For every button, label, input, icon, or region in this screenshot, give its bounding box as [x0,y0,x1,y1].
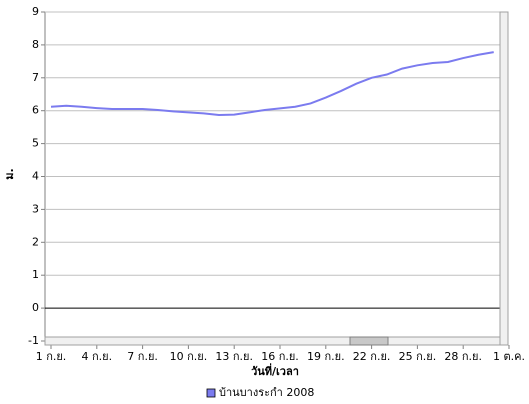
x-tick-label: 13 ก.ย. [215,350,253,363]
legend-swatch [206,388,216,398]
legend-label: บ้านบางระกำ 2008 [219,386,314,399]
y-tick-label: 3 [32,202,39,215]
y-tick-label: 0 [32,301,39,314]
y-tick-label: -1 [28,334,39,347]
y-tick-label: 8 [32,38,39,51]
y-tick-label: 7 [32,71,39,84]
x-tick-label: 16 ก.ย. [261,350,299,363]
v-scrollbar[interactable] [499,11,509,346]
y-tick-label: 4 [32,170,39,183]
series-line [50,51,494,116]
x-tick-label: 22 ก.ย. [353,350,391,363]
x-tick-label: 1 ก.ย. [36,350,67,363]
y-tick-label: 5 [32,137,39,150]
x-tick-label: 4 ก.ย. [82,350,113,363]
y-tick-label: 1 [32,268,39,281]
x-axis-title: วันที่/เวลา [251,363,299,378]
x-tick-label: 1 ต.ค. [493,350,525,363]
x-tick-label: 7 ก.ย. [127,350,158,363]
h-scroll-thumb[interactable] [349,336,389,346]
x-tick-label: 19 ก.ย. [307,350,345,363]
y-tick-label: 2 [32,235,39,248]
y-axis-title: ม. [3,168,16,179]
h-scrollbar[interactable] [44,336,501,346]
x-tick-label: 10 ก.ย. [170,350,208,363]
x-tick-label: 25 ก.ย. [399,350,437,363]
y-tick-label: 9 [32,5,39,18]
x-tick-label: 28 ก.ย. [444,350,482,363]
y-tick-label: 6 [32,104,39,117]
